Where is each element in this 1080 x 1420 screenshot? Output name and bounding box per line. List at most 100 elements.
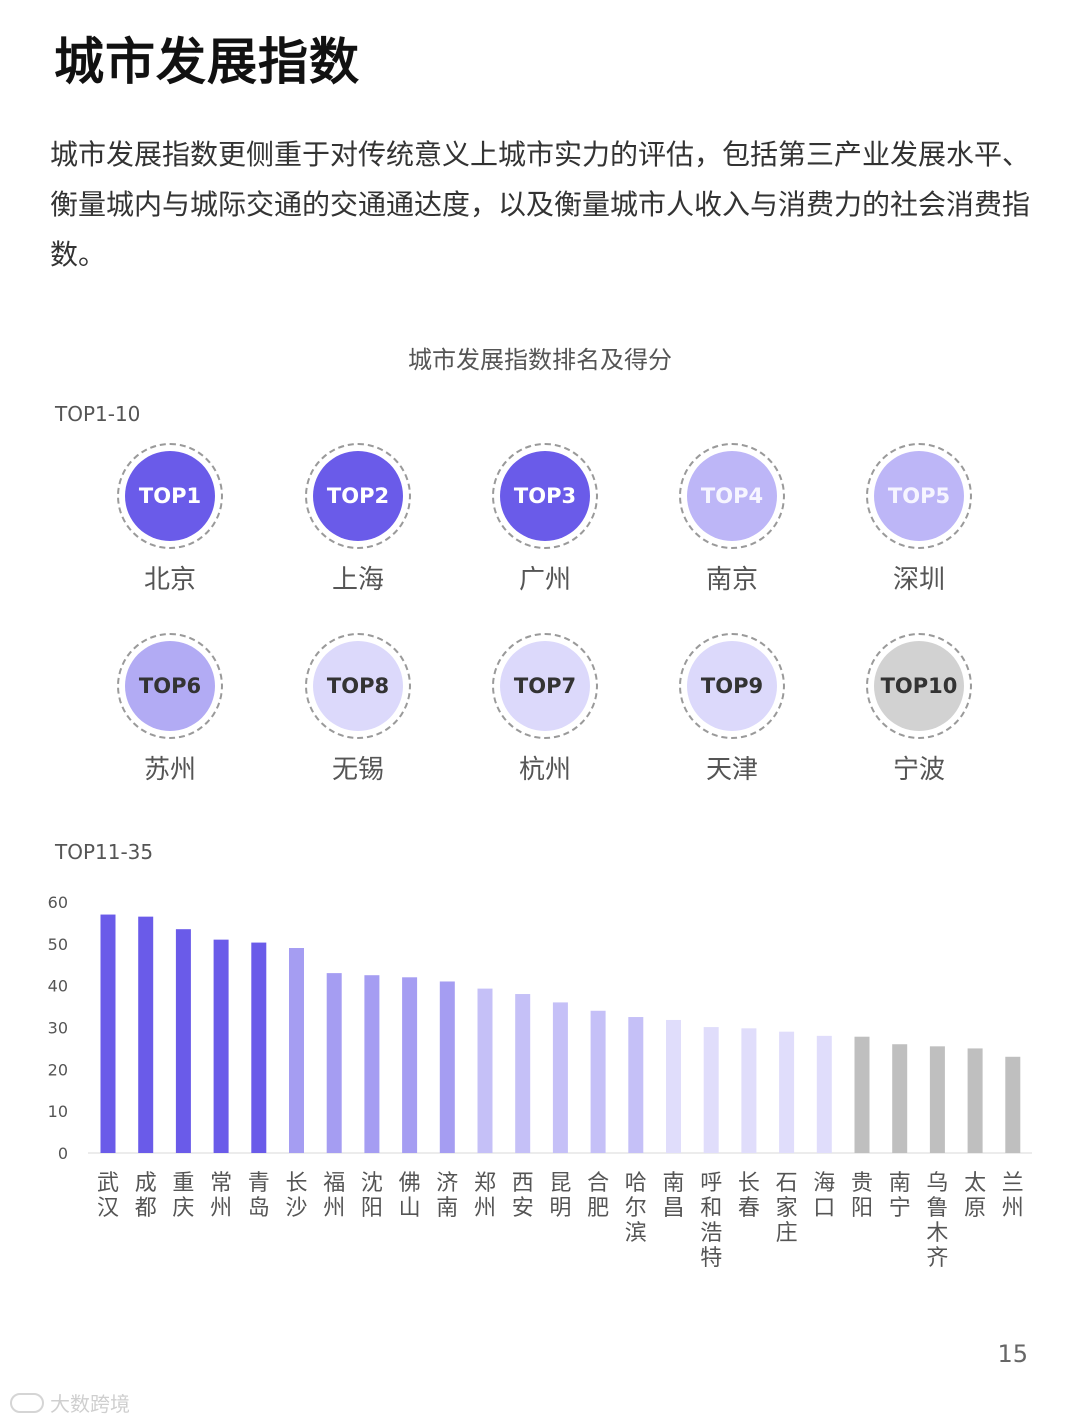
x-tick-label: 郑: [474, 1171, 496, 1196]
top10-grid: TOP1 北京 TOP2 上海 TOP3 广州 TOP4 南京 TOP5 深圳 …: [95, 443, 994, 786]
bar: [138, 916, 154, 1153]
x-tick-label: 明: [549, 1196, 571, 1221]
page-title: 城市发展指数: [54, 33, 360, 91]
bar: [364, 975, 380, 1153]
x-tick-label: 昌: [662, 1196, 684, 1221]
y-tick-label: 40: [48, 977, 68, 996]
x-tick-label: 山: [399, 1196, 421, 1221]
bar: [213, 939, 229, 1153]
y-tick-label: 60: [48, 893, 68, 912]
top35-section-label: TOP11-35: [55, 840, 154, 864]
x-tick-label: 沙: [285, 1196, 307, 1221]
page-number: 15: [997, 1340, 1028, 1368]
rank-badge: TOP6: [125, 641, 215, 731]
intro-paragraph: 城市发展指数更侧重于对传统意义上城市实力的评估，包括第三产业发展水平、衡量城内与…: [50, 138, 1031, 271]
x-tick-label: 尔: [625, 1196, 647, 1221]
rank-ring: TOP10: [866, 633, 972, 739]
city-name: 天津: [705, 755, 758, 785]
x-tick-label: 木: [926, 1221, 948, 1246]
bar: [779, 1031, 795, 1153]
x-tick-label: 武: [97, 1171, 119, 1196]
x-tick-label: 阳: [851, 1196, 873, 1221]
x-tick-label: 西: [512, 1171, 534, 1196]
rank-ring: TOP5: [866, 443, 972, 549]
bar: [326, 973, 342, 1153]
rank-ring: TOP3: [492, 443, 598, 549]
y-tick-label: 50: [48, 935, 68, 954]
rank-badge: TOP1: [125, 451, 215, 541]
bar: [439, 981, 455, 1153]
x-tick-label: 合: [587, 1171, 609, 1196]
city-name: 深圳: [892, 565, 945, 595]
city-name: 北京: [143, 565, 196, 595]
rank-ring: TOP9: [679, 633, 785, 739]
bar: [741, 1028, 757, 1153]
x-tick-label: 成: [135, 1171, 157, 1196]
x-tick-label: 汉: [97, 1196, 119, 1221]
x-tick-label: 春: [738, 1196, 760, 1221]
rank-card: TOP3 广州: [470, 443, 620, 596]
x-tick-label: 南: [889, 1171, 911, 1196]
bar: [628, 1017, 644, 1153]
rank-badge: TOP8: [313, 641, 403, 731]
watermark: 大数跨境: [10, 1388, 130, 1417]
x-tick-label: 鲁: [926, 1196, 948, 1221]
x-tick-label: 重: [172, 1171, 194, 1196]
x-tick-label: 济: [436, 1171, 458, 1196]
x-tick-label: 佛: [399, 1171, 421, 1196]
rank-card: TOP10 宁波: [844, 633, 994, 786]
city-name: 南京: [705, 565, 758, 595]
x-tick-label: 肥: [587, 1196, 609, 1221]
x-tick-label: 都: [135, 1196, 157, 1221]
x-tick-label: 石: [776, 1171, 798, 1196]
x-tick-label: 南: [662, 1171, 684, 1196]
bar: [929, 1046, 945, 1153]
x-tick-label: 贵: [851, 1171, 873, 1196]
city-name: 广州: [518, 565, 571, 595]
watermark-logo-icon: [10, 1392, 44, 1413]
y-tick-label: 20: [48, 1060, 68, 1079]
x-tick-label: 滨: [625, 1221, 647, 1246]
bar: [477, 988, 493, 1153]
rank-card: TOP1 北京: [95, 443, 245, 596]
x-tick-label: 庆: [172, 1196, 194, 1221]
x-tick-label: 家: [776, 1196, 798, 1221]
y-tick-label: 0: [58, 1144, 68, 1163]
x-tick-label: 浩: [700, 1221, 722, 1246]
rank-ring: TOP8: [305, 633, 411, 739]
rank-ring: TOP1: [117, 443, 223, 549]
bar: [666, 1019, 681, 1153]
x-tick-label: 海: [813, 1171, 835, 1196]
x-tick-label: 和: [700, 1196, 722, 1221]
rank-ring: TOP6: [117, 633, 223, 739]
rank-card: TOP7 杭州: [470, 633, 620, 786]
rank-badge: TOP4: [687, 451, 777, 541]
x-tick-label: 州: [474, 1196, 496, 1221]
bar: [402, 977, 418, 1153]
x-tick-label: 南: [436, 1196, 458, 1221]
rank-card: TOP4 南京: [657, 443, 807, 596]
bar-chart: 0102030405060武汉成都重庆常州青岛长沙福州沈阳佛山济南郑州西安昆明合…: [48, 893, 1032, 1271]
bar: [289, 948, 304, 1153]
x-tick-label: 兰: [1002, 1171, 1024, 1196]
rank-badge: TOP3: [500, 451, 590, 541]
rank-card: TOP2 上海: [283, 443, 433, 596]
bar: [816, 1035, 832, 1153]
x-tick-label: 沈: [361, 1171, 383, 1196]
rank-badge: TOP10: [874, 641, 964, 731]
rank-card: TOP5 深圳: [844, 443, 994, 596]
rank-card: TOP8 无锡: [283, 633, 433, 786]
x-tick-label: 长: [285, 1171, 307, 1196]
x-tick-label: 乌: [926, 1171, 948, 1196]
bar: [515, 994, 531, 1153]
x-tick-label: 齐: [926, 1246, 948, 1271]
x-tick-label: 福: [323, 1171, 345, 1196]
y-tick-label: 30: [48, 1019, 68, 1038]
x-tick-label: 昆: [549, 1171, 571, 1196]
x-tick-label: 州: [323, 1196, 345, 1221]
y-tick-label: 10: [48, 1102, 68, 1121]
x-tick-label: 青: [248, 1171, 270, 1196]
x-tick-label: 常: [210, 1171, 232, 1196]
bar: [1005, 1056, 1021, 1153]
x-tick-label: 州: [1002, 1196, 1024, 1221]
